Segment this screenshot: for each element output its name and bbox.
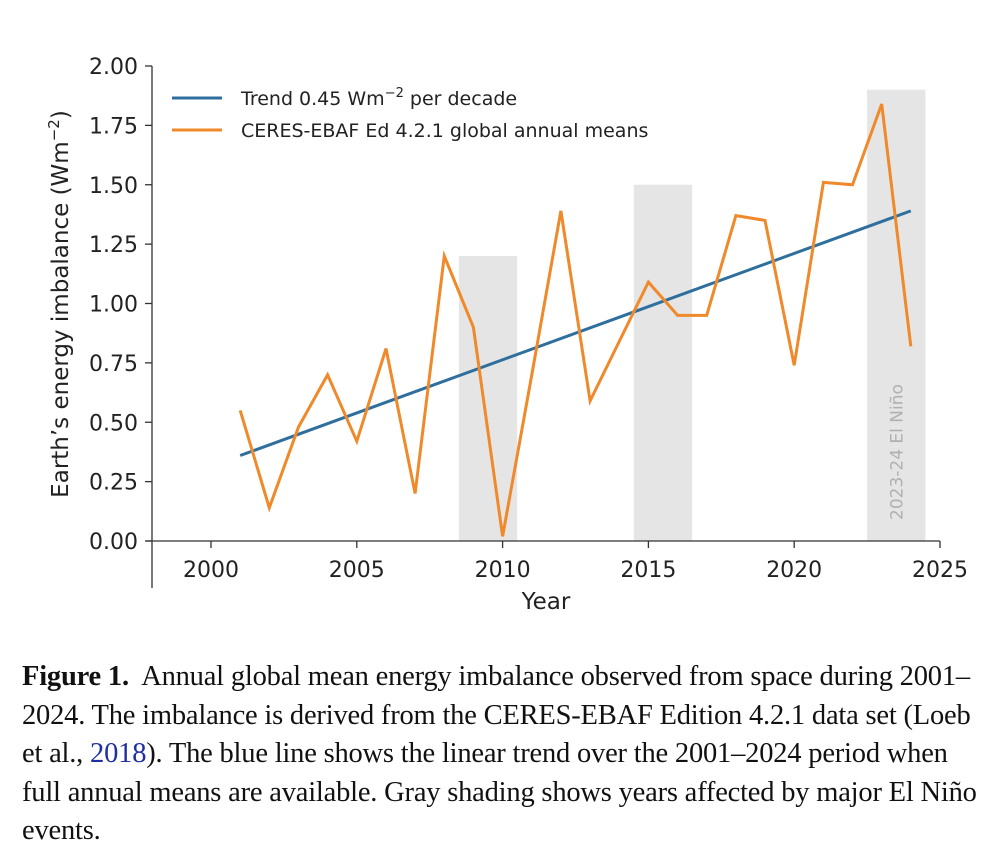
y-ticks: 0.00 0.25 0.50 0.75 1.00 1.25 1.50 1.75 2.00 <box>89 55 152 555</box>
el-nino-shade-0 <box>458 256 518 541</box>
caption-text-2: ). The blue line shows the linear trend … <box>22 738 977 846</box>
energy-imbalance-chart: 2023-24 El Niño 0.00 0.25 0.50 0.75 1.00 1.25… <box>45 55 968 615</box>
x-ticks: 2000 2005 2010 2015 2020 2025 <box>183 541 968 583</box>
legend-label-trend: Trend 0.45 Wm−2 per decade <box>240 86 517 110</box>
legend-label-ceres: CERES-EBAF Ed 4.2.1 global annual means <box>241 120 648 142</box>
el-nino-shade-2 <box>867 89 926 541</box>
axes: 0.00 0.25 0.50 0.75 1.00 1.25 1.50 1.75 2.00 200… <box>89 55 968 588</box>
caption-text-1: Annual global mean energy imbalance obse… <box>22 661 978 769</box>
y-axis-title-sup: −2 <box>45 119 63 141</box>
y-tick-label: 0.50 <box>89 411 138 436</box>
ceres-annual-means-line <box>238 103 913 537</box>
x-tick-label: 2005 <box>329 558 385 583</box>
figure-label: Figure 1. <box>22 661 129 692</box>
y-tick-label: 0.00 <box>89 530 138 555</box>
legend-trend-tail: per decade <box>404 88 517 110</box>
figure-caption: Figure 1. Annual global mean energy imba… <box>22 658 982 851</box>
trend-line <box>239 209 912 457</box>
el-nino-annotation: 2023-24 El Niño <box>887 384 907 520</box>
x-tick-label: 2000 <box>183 558 239 583</box>
legend: Trend 0.45 Wm−2 per decade CERES-EBAF Ed… <box>172 86 648 142</box>
x-tick-label: 2025 <box>912 558 968 583</box>
y-tick-label: 1.50 <box>89 174 138 199</box>
el-nino-shade-1 <box>633 184 693 541</box>
y-tick-label: 2.00 <box>89 55 138 80</box>
y-tick-label: 0.25 <box>89 471 138 496</box>
el-nino-shading-group <box>458 89 926 541</box>
citation-link[interactable]: 2018 <box>90 738 147 769</box>
x-axis-title: Year <box>521 589 571 615</box>
y-tick-label: 1.75 <box>89 114 138 139</box>
legend-trend-sup: −2 <box>385 86 404 101</box>
x-tick-label: 2020 <box>766 558 822 583</box>
y-tick-label: 1.00 <box>89 293 138 318</box>
x-tick-label: 2015 <box>620 558 676 583</box>
annotation-layer: 2023-24 El Niño <box>887 384 907 520</box>
y-tick-label: 0.75 <box>89 352 138 377</box>
series-layer <box>238 103 913 537</box>
y-tick-label: 1.25 <box>89 233 138 258</box>
y-axis-title-main: Earth’s energy imbalance (Wm <box>48 141 74 498</box>
y-axis-title-close: ) <box>48 110 74 119</box>
legend-trend-main: Trend 0.45 Wm <box>240 88 385 110</box>
x-tick-label: 2010 <box>475 558 531 583</box>
y-axis-title: Earth’s energy imbalance (Wm−2) <box>45 110 74 498</box>
